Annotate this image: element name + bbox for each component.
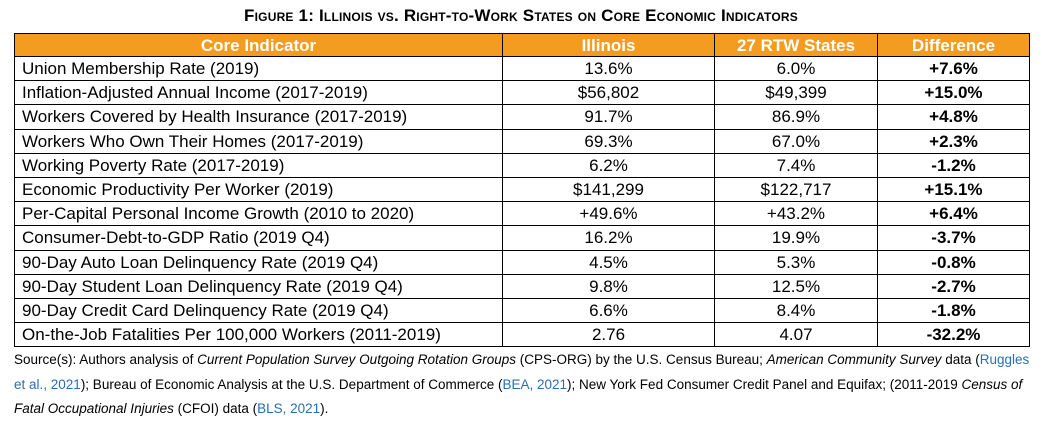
rtw-cell: 7.4% bbox=[714, 152, 878, 178]
difference-cell: -32.2% bbox=[877, 322, 1030, 348]
figure-title: Figure 1: Illinois vs. Right-to-Work Sta… bbox=[244, 6, 798, 25]
table-row: Inflation-Adjusted Annual Income (2017-2… bbox=[14, 80, 1030, 106]
illinois-cell: 6.2% bbox=[502, 152, 715, 178]
difference-cell: -1.8% bbox=[877, 297, 1030, 324]
illinois-cell: $56,802 bbox=[502, 80, 715, 106]
difference-cell: +15.0% bbox=[877, 80, 1030, 106]
source-text: (CFOI) data ( bbox=[173, 401, 258, 416]
source-title-acs: American Community Survey bbox=[766, 352, 942, 367]
difference-cell: -3.7% bbox=[877, 225, 1030, 251]
indicator-cell: Working Poverty Rate (2017-2019) bbox=[14, 152, 503, 178]
header-illinois: Illinois bbox=[502, 33, 715, 57]
rtw-cell: 4.07 bbox=[714, 322, 878, 348]
illinois-cell: 2.76 bbox=[502, 322, 715, 348]
rtw-cell: 5.3% bbox=[714, 249, 878, 275]
indicator-cell: Consumer-Debt-to-GDP Ratio (2019 Q4) bbox=[14, 225, 503, 251]
difference-cell: +2.3% bbox=[877, 128, 1030, 154]
illinois-cell: $141,299 bbox=[502, 176, 715, 203]
table-row: Working Poverty Rate (2017-2019) 6.2% 7.… bbox=[14, 152, 1030, 178]
indicator-cell: Union Membership Rate (2019) bbox=[14, 55, 503, 82]
indicators-table: Core Indicator Illinois 27 RTW States Di… bbox=[14, 33, 1030, 348]
table-row: Union Membership Rate (2019) 13.6% 6.0% … bbox=[14, 55, 1030, 82]
difference-cell: +15.1% bbox=[877, 176, 1030, 203]
illinois-cell: 91.7% bbox=[502, 104, 715, 130]
rtw-cell: 6.0% bbox=[714, 55, 878, 82]
table-header-row: Core Indicator Illinois 27 RTW States Di… bbox=[14, 33, 1030, 57]
rtw-cell: +43.2% bbox=[714, 201, 878, 227]
source-title-cps-org: Current Population Survey Outgoing Rotat… bbox=[197, 352, 517, 367]
table-row: 90-Day Student Loan Delinquency Rate (20… bbox=[14, 273, 1030, 299]
table-row: Per-Capital Personal Income Growth (2010… bbox=[14, 201, 1030, 227]
source-text: Source(s): Authors analysis of bbox=[14, 352, 198, 367]
table-row: Workers Who Own Their Homes (2017-2019) … bbox=[14, 128, 1030, 154]
source-text: (CPS-ORG) by the U.S. Census Bureau; bbox=[516, 352, 767, 367]
difference-cell: -1.2% bbox=[877, 152, 1030, 178]
citation-link-bea[interactable]: BEA, 2021 bbox=[502, 376, 568, 392]
difference-cell: -0.8% bbox=[877, 249, 1030, 275]
difference-cell: +4.8% bbox=[877, 104, 1030, 130]
rtw-cell: 86.9% bbox=[714, 104, 878, 130]
indicator-cell: On-the-Job Fatalities Per 100,000 Worker… bbox=[14, 322, 503, 348]
indicator-cell: 90-Day Student Loan Delinquency Rate (20… bbox=[14, 273, 503, 299]
table-row: Workers Covered by Health Insurance (201… bbox=[14, 104, 1030, 130]
header-rtw-states: 27 RTW States bbox=[714, 33, 878, 57]
table-row: 90-Day Credit Card Delinquency Rate (201… bbox=[14, 297, 1030, 324]
indicator-cell: Economic Productivity Per Worker (2019) bbox=[14, 176, 503, 203]
rtw-cell: 8.4% bbox=[714, 297, 878, 324]
rtw-cell: 67.0% bbox=[714, 128, 878, 154]
source-text: data ( bbox=[941, 352, 980, 367]
table-row: Economic Productivity Per Worker (2019) … bbox=[14, 176, 1030, 203]
difference-cell: +7.6% bbox=[877, 55, 1030, 82]
illinois-cell: 16.2% bbox=[502, 225, 715, 251]
source-text: ); Bureau of Economic Analysis at the U.… bbox=[80, 376, 503, 392]
source-text: ). bbox=[320, 401, 329, 416]
citation-link-ruggles[interactable]: Ruggles et al., 2021 bbox=[14, 352, 1030, 392]
rtw-cell: 12.5% bbox=[714, 273, 878, 299]
illinois-cell: 9.8% bbox=[502, 273, 715, 299]
header-core-indicator: Core Indicator bbox=[14, 33, 503, 57]
source-title-cfoi: Census of Fatal Occupational Injuries bbox=[14, 376, 1023, 417]
table-row: Consumer-Debt-to-GDP Ratio (2019 Q4) 16.… bbox=[14, 225, 1030, 251]
indicator-cell: Workers Covered by Health Insurance (201… bbox=[14, 104, 503, 130]
indicator-cell: 90-Day Credit Card Delinquency Rate (201… bbox=[14, 297, 503, 324]
illinois-cell: 69.3% bbox=[502, 128, 715, 154]
illinois-cell: +49.6% bbox=[502, 201, 715, 227]
rtw-cell: 19.9% bbox=[714, 225, 878, 251]
rtw-cell: $49,399 bbox=[714, 80, 878, 106]
table-row: On-the-Job Fatalities Per 100,000 Worker… bbox=[14, 322, 1030, 348]
indicator-cell: Per-Capital Personal Income Growth (2010… bbox=[14, 201, 503, 227]
citation-link-bls[interactable]: BLS, 2021 bbox=[257, 401, 321, 416]
indicator-cell: Workers Who Own Their Homes (2017-2019) bbox=[14, 128, 503, 154]
illinois-cell: 13.6% bbox=[502, 55, 715, 82]
difference-cell: -2.7% bbox=[877, 273, 1030, 299]
indicator-cell: 90-Day Auto Loan Delinquency Rate (2019 … bbox=[14, 249, 503, 275]
rtw-cell: $122,717 bbox=[714, 176, 878, 203]
source-note: Source(s): Authors analysis of Current P… bbox=[14, 348, 1034, 422]
header-difference: Difference bbox=[877, 33, 1030, 57]
indicator-cell: Inflation-Adjusted Annual Income (2017-2… bbox=[14, 80, 503, 106]
illinois-cell: 4.5% bbox=[502, 249, 715, 275]
table-row: 90-Day Auto Loan Delinquency Rate (2019 … bbox=[14, 249, 1030, 275]
difference-cell: +6.4% bbox=[877, 201, 1030, 227]
source-text: ); New York Fed Consumer Credit Panel an… bbox=[567, 376, 962, 392]
illinois-cell: 6.6% bbox=[502, 297, 715, 324]
